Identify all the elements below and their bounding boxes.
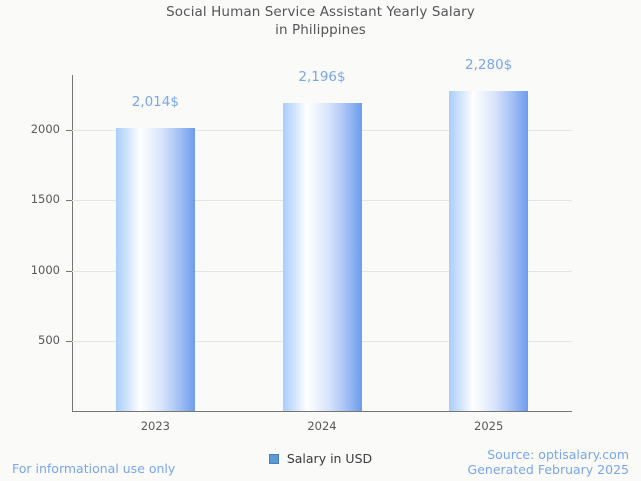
y-axis-tick-mark [66, 130, 72, 132]
plot-area [66, 75, 572, 411]
chart-title: Social Human Service Assistant Yearly Sa… [0, 3, 641, 39]
footer-source-block: Source: optisalary.com Generated Februar… [468, 447, 629, 477]
chart-title-line-1: Social Human Service Assistant Yearly Sa… [166, 4, 475, 20]
bar-2025[interactable] [449, 91, 529, 411]
y-axis-tick-mark [66, 200, 72, 202]
y-axis-tick-label: 500 [38, 332, 60, 347]
chart-title-line-2: in Philippines [275, 22, 366, 38]
legend-color-swatch-icon [268, 453, 279, 464]
legend-item-label: Salary in USD [286, 451, 373, 466]
y-axis-tick-mark [66, 270, 72, 272]
x-axis-tick-label-2025: 2025 [474, 419, 504, 433]
x-axis-tick-label-2024: 2024 [307, 419, 337, 433]
y-axis-tick-label: 2000 [30, 122, 60, 137]
bar-value-label-2024: 2,196$ [298, 68, 346, 85]
bar-2023[interactable] [115, 128, 195, 411]
x-axis-line [72, 411, 572, 412]
footer-generated: Generated February 2025 [467, 462, 629, 477]
y-axis-line [72, 75, 73, 412]
x-axis-tick-label-2023: 2023 [140, 419, 170, 433]
bar-value-label-2025: 2,280$ [465, 57, 513, 73]
bar-2024[interactable] [282, 102, 362, 411]
y-axis-tick-mark [66, 340, 72, 342]
bar-value-label-2023: 2,014$ [131, 94, 179, 111]
footer-disclaimer: For informational use only [12, 461, 176, 476]
y-axis-tick-label: 1000 [30, 262, 60, 277]
chart-legend[interactable]: Salary in USD [0, 451, 641, 466]
y-axis-tick-label: 1500 [30, 192, 60, 207]
footer-source: Source: optisalary.com [487, 447, 629, 462]
